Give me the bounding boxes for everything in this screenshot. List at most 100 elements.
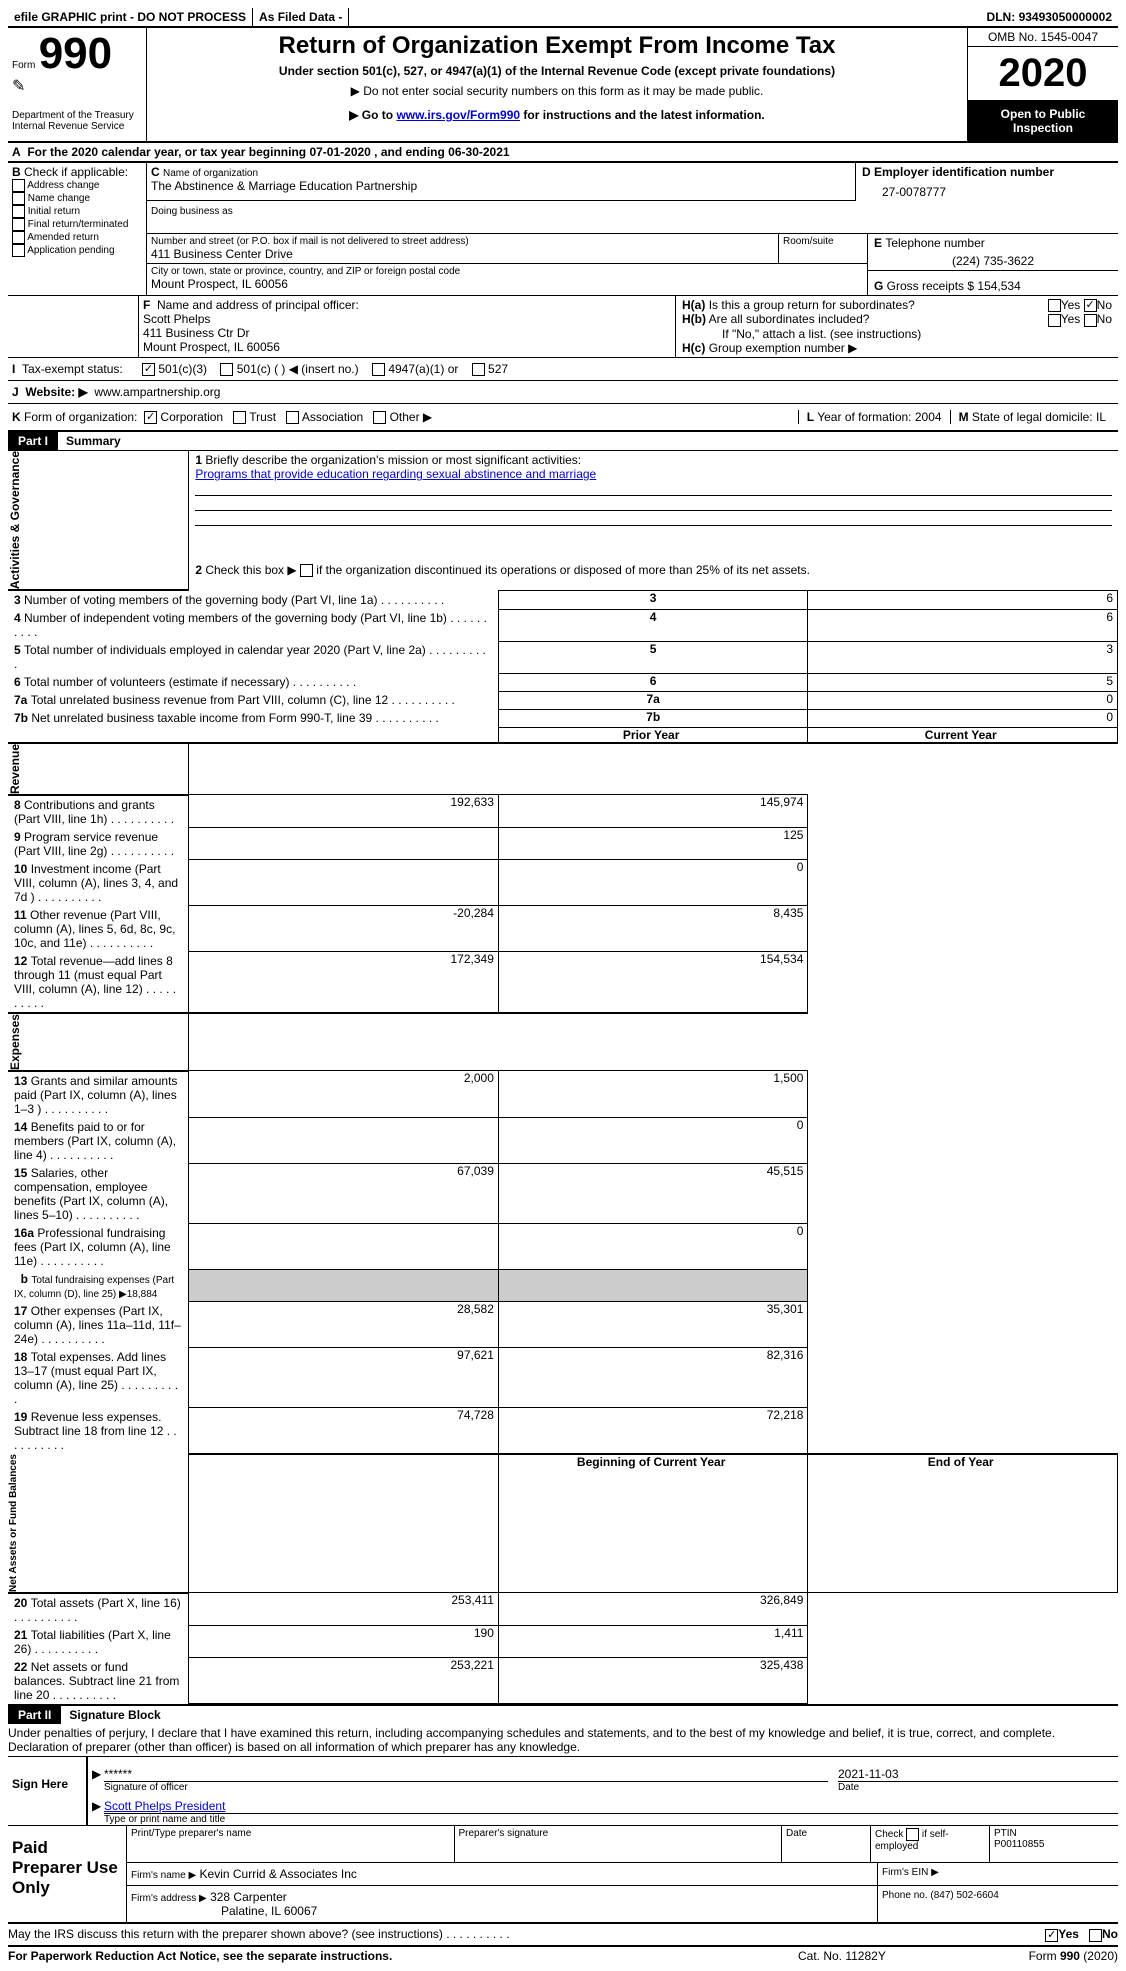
side-governance: Activities & Governance [8, 451, 22, 589]
k-corp[interactable]: ✓ [144, 411, 157, 424]
discuss-no[interactable] [1089, 1929, 1102, 1942]
b-checkbox[interactable] [12, 218, 25, 231]
part-i-header: Part I Summary [8, 432, 1118, 450]
telephone: (224) 735-3622 [874, 250, 1112, 268]
data-row: 8 Contributions and grants (Part VIII, l… [8, 795, 1118, 828]
omb-number: OMB No. 1545-0047 [968, 28, 1118, 47]
b-checkbox[interactable] [12, 192, 25, 205]
ha-no[interactable]: ✓ [1084, 299, 1097, 312]
phone-label: Phone no. [882, 1890, 928, 1901]
form-subtitle: Under section 501(c), 527, or 4947(a)(1)… [155, 64, 959, 78]
prior-year-hdr: Prior Year [498, 727, 808, 743]
gov-row: 6 Total number of volunteers (estimate i… [8, 673, 1118, 691]
hb-label: Are all subordinates included? [709, 312, 870, 326]
i-501c[interactable] [220, 363, 233, 376]
b-checkbox[interactable] [12, 205, 25, 218]
q2-check[interactable] [300, 564, 313, 577]
efile-notice: efile GRAPHIC print - DO NOT PROCESS [8, 8, 253, 26]
data-row: 12 Total revenue—add lines 8 through 11 … [8, 952, 1118, 1013]
g-label: Gross receipts $ [887, 279, 974, 293]
year-formation: 2004 [915, 410, 942, 424]
form-number: 990 [39, 29, 112, 78]
b-checkbox[interactable] [12, 231, 25, 244]
mission-link[interactable]: Programs that provide education regardin… [195, 467, 596, 481]
gov-row: 5 Total number of individuals employed i… [8, 641, 1118, 673]
i-501c3[interactable]: ✓ [142, 363, 155, 376]
q2: Check this box ▶ if the organization dis… [205, 563, 810, 577]
line-a: A For the 2020 calendar year, or tax yea… [8, 143, 1118, 163]
paid-preparer-block: Paid Preparer Use Only Print/Type prepar… [8, 1826, 1118, 1924]
sign-here-block: Sign Here ▶ ****** Signature of officer … [8, 1757, 1118, 1826]
form990-link[interactable]: www.irs.gov/Form990 [396, 108, 520, 122]
ptin-label: PTIN [994, 1828, 1017, 1839]
data-row: 17 Other expenses (Part IX, column (A), … [8, 1302, 1118, 1348]
data-row: 21 Total liabilities (Part X, line 26)19… [8, 1626, 1118, 1658]
c-name-label: Name of organization [163, 168, 258, 179]
ein: 27-0078777 [862, 179, 1112, 199]
form-header: Form 990 ✎ Department of the Treasury In… [8, 28, 1118, 143]
open-to-public: Open to Public Inspection [968, 101, 1118, 141]
note-goto-pre: ▶ Go to [349, 108, 396, 122]
footer-row: For Paperwork Reduction Act Notice, see … [8, 1947, 1118, 1963]
hb-no[interactable] [1084, 314, 1097, 327]
data-row: 16a Professional fundraising fees (Part … [8, 1224, 1118, 1270]
b-option: Final return/terminated [12, 218, 142, 231]
q1: Briefly describe the organization's miss… [205, 453, 581, 467]
k-other[interactable] [373, 411, 386, 424]
data-row: 22 Net assets or fund balances. Subtract… [8, 1658, 1118, 1704]
ha-yes[interactable] [1048, 299, 1061, 312]
firm-name: Kevin Currid & Associates Inc [200, 1867, 357, 1881]
side-expenses: Expenses [8, 1014, 22, 1070]
note-ssn: ▶ Do not enter social security numbers o… [155, 84, 959, 98]
name-title-label: Type or print name and title [104, 1814, 1118, 1825]
b-option: Application pending [12, 244, 142, 257]
i-527[interactable] [472, 363, 485, 376]
b-option: Name change [12, 192, 142, 205]
ptin: P00110855 [994, 1839, 1044, 1850]
officer-name-link[interactable]: Scott Phelps President [104, 1799, 225, 1813]
asfiled: As Filed Data - [253, 8, 349, 26]
side-revenue: Revenue [8, 744, 22, 794]
gov-row: 4 Number of independent voting members o… [8, 609, 1118, 641]
form-label: Form [12, 60, 35, 71]
officer-addr1: 411 Business Ctr Dr [143, 326, 671, 340]
street: 411 Business Center Drive [151, 247, 774, 261]
b-checkbox[interactable] [12, 244, 25, 257]
gov-row: 7a Total unrelated business revenue from… [8, 691, 1118, 709]
f-label: Name and address of principal officer: [157, 298, 359, 312]
preparer-sig-label: Preparer's signature [455, 1826, 783, 1862]
note-goto-post: for instructions and the latest informat… [523, 108, 764, 122]
dln-label: DLN: [987, 10, 1016, 24]
line-k: K Form of organization: ✓ Corporation Tr… [8, 404, 1118, 432]
street-label: Number and street (or P.O. box if mail i… [151, 236, 774, 247]
data-row: 9 Program service revenue (Part VIII, li… [8, 828, 1118, 860]
begin-year-hdr: Beginning of Current Year [498, 1454, 808, 1593]
pra-notice: For Paperwork Reduction Act Notice, see … [8, 1949, 798, 1963]
i-4947[interactable] [372, 363, 385, 376]
k-trust[interactable] [233, 411, 246, 424]
b-checkbox[interactable] [12, 179, 25, 192]
tax-year: 2020 [968, 47, 1118, 101]
date-label: Date [838, 1782, 1118, 1793]
gross-receipts: 154,534 [977, 279, 1020, 293]
hc-label: Group exemption number ▶ [709, 341, 858, 355]
officer-addr2: Mount Prospect, IL 60056 [143, 340, 671, 354]
preparer-name-label: Print/Type preparer's name [127, 1826, 455, 1862]
website: www.ampartnership.org [94, 385, 220, 399]
dln-value: 93493050000002 [1019, 10, 1112, 24]
org-name: The Abstinence & Marriage Education Part… [151, 179, 851, 193]
data-row: b Total fundraising expenses (Part IX, c… [8, 1270, 1118, 1302]
dept-treasury: Department of the Treasury [12, 110, 142, 121]
sign-here-label: Sign Here [8, 1757, 86, 1825]
hb-yes[interactable] [1048, 314, 1061, 327]
entity-block: B Check if applicable: Address change Na… [8, 163, 1118, 295]
data-row: 18 Total expenses. Add lines 13–17 (must… [8, 1348, 1118, 1408]
data-row: 19 Revenue less expenses. Subtract line … [8, 1408, 1118, 1454]
k-assoc[interactable] [286, 411, 299, 424]
self-employed-check[interactable] [906, 1828, 919, 1841]
f-h-block: F Name and address of principal officer:… [8, 295, 1118, 357]
state-domicile: IL [1096, 410, 1106, 424]
discuss-yes[interactable]: ✓ [1045, 1929, 1058, 1942]
perjury-declaration: Under penalties of perjury, I declare th… [8, 1724, 1118, 1757]
firm-addr1: 328 Carpenter [210, 1890, 287, 1904]
